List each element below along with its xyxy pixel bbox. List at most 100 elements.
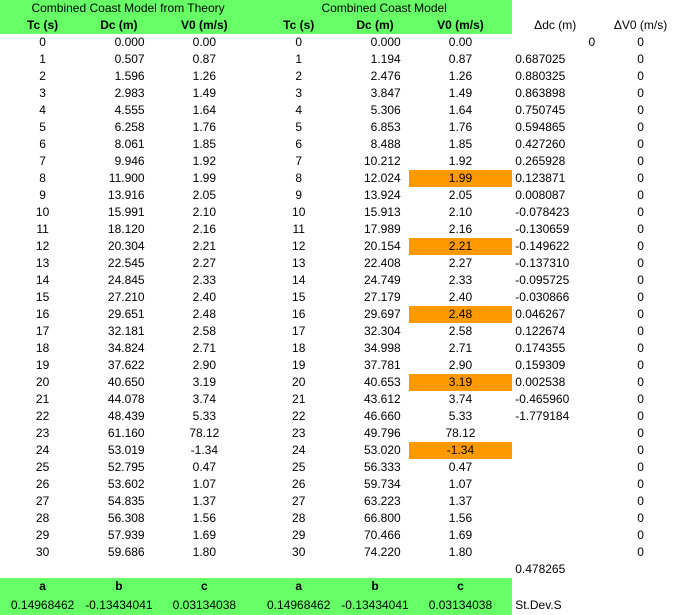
- dc-model-cell: 22.408: [364, 256, 401, 270]
- v0-theory-cell: 78.12: [189, 426, 220, 440]
- dc-theory-cell: 37.622: [107, 358, 145, 372]
- dc-model-cell: 46.660: [364, 409, 401, 423]
- table-row: 8 11.900 1.99 8 12.024 1.99 0.123871 0: [0, 170, 683, 187]
- dc-theory-cell: 29.651: [107, 307, 145, 321]
- stdev-value-row: 0.478265: [0, 561, 683, 578]
- v0-theory-cell: 1.64: [192, 103, 217, 117]
- tc-cell: 24: [35, 443, 50, 457]
- tc-cell: 3: [39, 86, 46, 100]
- dc-theory-cell: 52.795: [107, 460, 145, 474]
- v0-theory-cell: 1.56: [192, 511, 217, 525]
- delta-dc-cell: [512, 544, 598, 561]
- dc-theory-cell: 13.916: [107, 188, 145, 202]
- table-row: 0 0.000 0.00 0 0.000 0.00 0 0: [0, 34, 683, 51]
- v0-model-cell: -1.34: [408, 442, 513, 459]
- col-header-delta-v0: ΔV0 (m/s): [613, 18, 668, 32]
- table-row: 7 9.946 1.92 7 10.212 1.92 0.265928 0: [0, 153, 683, 170]
- tc-cell: 7: [295, 154, 303, 168]
- dc-model-cell: 34.998: [364, 341, 401, 355]
- dc-model-cell: 74.220: [364, 545, 401, 559]
- v0-theory-cell: 2.27: [192, 256, 217, 270]
- delta-v0-cell: 0: [637, 239, 644, 253]
- delta-dc-cell: 0.750745: [515, 103, 566, 117]
- v0-model-cell: 2.21: [408, 238, 513, 255]
- table-row: 28 56.308 1.56 28 66.800 1.56 0: [0, 510, 683, 527]
- dc-model-cell: 12.024: [364, 171, 401, 185]
- v0-theory-cell: 1.49: [192, 86, 217, 100]
- dc-theory-cell: 22.545: [107, 256, 145, 270]
- dc-theory-cell: 53.602: [107, 477, 145, 491]
- tc-cell: 13: [35, 256, 50, 270]
- delta-dc-cell: 0.265928: [515, 154, 566, 168]
- table-row: 1 0.507 0.87 1 1.194 0.87 0.687025 0: [0, 51, 683, 68]
- v0-theory-cell: 2.05: [192, 188, 217, 202]
- tc-cell: 11: [292, 222, 305, 236]
- v0-model-cell: 0.47: [448, 460, 473, 474]
- dc-theory-cell: 40.650: [107, 375, 145, 389]
- dc-theory-cell: 0.000: [114, 35, 145, 49]
- tc-cell: 2: [39, 69, 46, 83]
- col-header-tc: Tc (s): [0, 17, 86, 34]
- dc-model-cell: 56.333: [364, 460, 401, 474]
- table-row: 26 53.602 1.07 26 59.734 1.07 0: [0, 476, 683, 493]
- v0-model-cell: 2.58: [448, 324, 473, 338]
- v0-model-cell: 2.10: [448, 205, 473, 219]
- dc-theory-cell: 6.258: [114, 120, 145, 134]
- delta-v0-cell: 0: [637, 307, 644, 321]
- coef-label-row: a b c a b c: [0, 578, 683, 595]
- col-header-dc: Dc (m): [341, 17, 409, 34]
- tc-cell: 14: [292, 273, 306, 287]
- tc-cell: 11: [36, 222, 49, 236]
- delta-v0-cell: 0: [637, 35, 644, 49]
- coef-theory-b: -0.13434041: [85, 595, 153, 615]
- delta-v0-cell: 0: [637, 341, 644, 355]
- tc-cell: 21: [292, 392, 306, 406]
- delta-dc-cell: [512, 425, 598, 442]
- v0-theory-cell: 2.21: [192, 239, 217, 253]
- v0-theory-cell: 1.76: [192, 120, 217, 134]
- delta-dc-cell: 0.863898: [515, 86, 566, 100]
- tc-cell: 3: [295, 86, 303, 100]
- tc-cell: 28: [292, 511, 306, 525]
- v0-model-cell: 2.90: [448, 358, 473, 372]
- dc-theory-cell: 59.686: [107, 545, 145, 559]
- dc-model-cell: 70.466: [364, 528, 401, 542]
- table-row: 14 24.845 2.33 14 24.749 2.33 -0.095725 0: [0, 272, 683, 289]
- delta-v0-cell: 0: [637, 460, 644, 474]
- dc-theory-cell: 32.181: [107, 324, 145, 338]
- v0-theory-cell: 1.85: [192, 137, 217, 151]
- v0-model-cell: 1.07: [448, 477, 473, 491]
- coef-model-c: 0.03134038: [408, 595, 513, 615]
- dc-theory-cell: 2.983: [114, 86, 145, 100]
- delta-v0-cell: 0: [637, 222, 644, 236]
- tc-cell: 14: [35, 273, 50, 287]
- dc-theory-cell: 57.939: [107, 528, 145, 542]
- delta-v0-cell: 0: [637, 52, 644, 66]
- dc-theory-cell: 27.210: [107, 290, 145, 304]
- delta-dc-cell: 0.594865: [515, 120, 566, 134]
- v0-model-cell: 1.37: [448, 494, 473, 508]
- tc-cell: 13: [292, 256, 306, 270]
- dc-theory-cell: 8.061: [114, 137, 145, 151]
- col-header-v0: V0 (m/s): [152, 17, 257, 34]
- delta-v0-cell: 0: [637, 205, 644, 219]
- v0-model-cell: 2.48: [408, 306, 513, 323]
- col-header-v0: V0 (m/s): [408, 17, 513, 34]
- dc-theory-cell: 11.900: [108, 171, 145, 185]
- delta-v0-cell: 0: [637, 290, 644, 304]
- delta-dc-cell: [512, 493, 598, 510]
- delta-dc-cell: [512, 527, 598, 544]
- delta-v0-cell: 0: [637, 392, 644, 406]
- table-row: 19 37.622 2.90 19 37.781 2.90 0.159309 0: [0, 357, 683, 374]
- v0-model-cell: 1.99: [408, 170, 513, 187]
- tc-cell: 8: [295, 171, 303, 185]
- dc-model-cell: 13.924: [364, 188, 401, 202]
- v0-model-cell: 2.33: [448, 273, 473, 287]
- tc-cell: 29: [35, 528, 50, 542]
- tc-cell: 9: [39, 188, 46, 202]
- tc-cell: 22: [35, 409, 50, 423]
- tc-cell: 15: [35, 290, 50, 304]
- table-row: 3 2.983 1.49 3 3.847 1.49 0.863898 0: [0, 85, 683, 102]
- dc-model-cell: 66.800: [364, 511, 401, 525]
- tc-cell: 16: [35, 307, 50, 321]
